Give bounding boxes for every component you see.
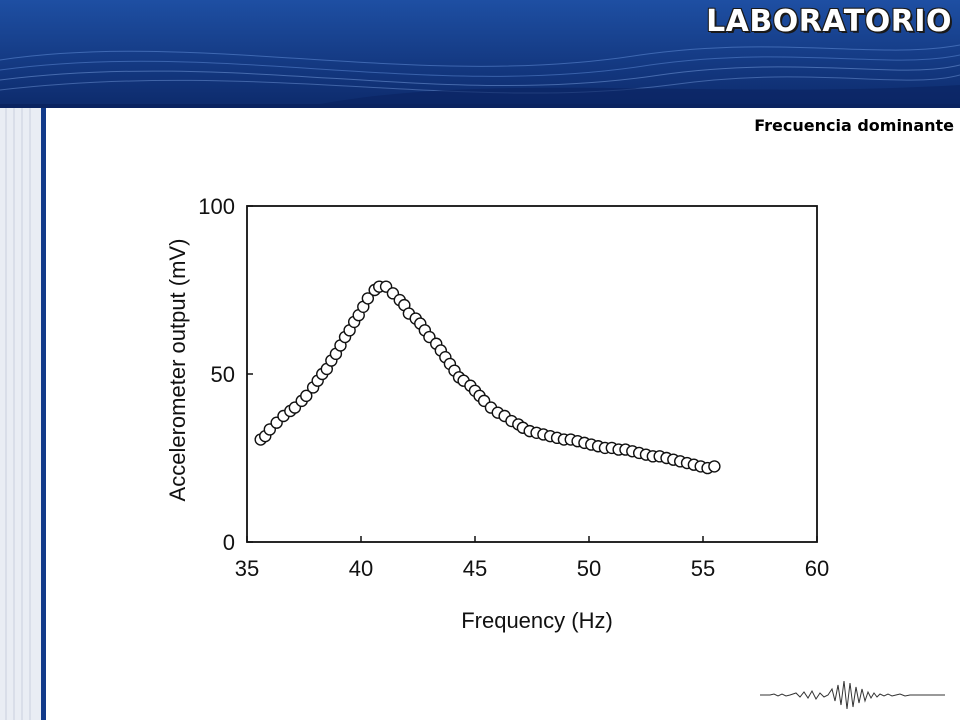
data-point xyxy=(300,389,313,403)
left-frame-decoration xyxy=(0,108,46,720)
x-tick-label: 55 xyxy=(691,556,715,581)
data-point xyxy=(361,292,375,305)
y-tick-label: 0 xyxy=(223,530,235,555)
plot-frame xyxy=(246,205,818,543)
x-tick-label: 50 xyxy=(577,556,601,581)
slide-subtitle: Frecuencia dominante xyxy=(754,116,954,135)
x-tick-label: 45 xyxy=(463,556,487,581)
x-tick-label: 35 xyxy=(235,556,259,581)
x-tick-label: 60 xyxy=(805,556,829,581)
frequency-response-chart: 0 50 100 35 40 45 50 55 60 Frequency (Hz) Accel… xyxy=(150,170,850,650)
y-tick-label: 50 xyxy=(211,362,235,387)
header-banner: LABORATORIO xyxy=(0,0,960,108)
x-axis-label: Frequency (Hz) xyxy=(461,608,613,633)
y-tick-label: 100 xyxy=(198,194,235,219)
slide-title: LABORATORIO xyxy=(706,4,952,39)
seismogram-icon xyxy=(760,675,950,715)
header-background xyxy=(0,0,960,108)
data-point xyxy=(708,460,721,473)
y-axis-label: Accelerometer output (mV) xyxy=(165,239,190,502)
chart-svg: 0 50 100 35 40 45 50 55 60 Frequency (Hz) Accel… xyxy=(165,194,829,633)
x-tick-label: 40 xyxy=(349,556,373,581)
